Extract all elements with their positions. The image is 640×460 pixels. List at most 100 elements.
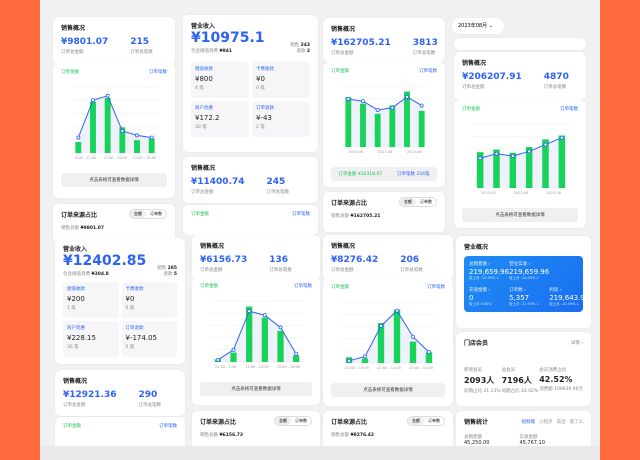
view-details-button[interactable]: 点击表格可查看数据详情 [331,383,445,397]
sales-total-label: 销售总额 [61,226,79,231]
seg-amount[interactable]: 金额 [130,210,146,218]
bar [389,105,396,147]
sales-overview-card: 销售概况 ¥9801.07 订单总金额 215 订单总笔数 [53,17,175,65]
legend-amount[interactable]: 订单金额 [63,424,81,429]
bar [261,317,268,362]
sales-n: 285 [167,266,177,271]
x-tick-label: 2023-08 [546,191,561,195]
stats-tab[interactable]: 视频端 [521,419,536,425]
seg-amount[interactable]: 金额 [400,198,416,206]
line-point [215,357,220,362]
bar [345,97,352,147]
legend-count[interactable]: 订单笔数 [427,285,445,290]
details-link[interactable]: 详情 › [570,341,583,346]
seg-count[interactable]: 订单数 [428,418,440,423]
refund-n: 5 [173,272,177,277]
chart-card: 订单金额 订单笔数 21:00 - 13:00 11:00 - 12:00 13:00… [323,278,453,406]
seg-amount[interactable]: 金额 [275,417,291,425]
count-line [480,137,563,159]
card-title: 订单来源占比 [331,419,368,426]
business-metric[interactable]: 充值金额 › 0 较上月 0.00% [469,287,509,307]
revenue-total: ¥12402.85 [63,253,147,269]
card-title: 订单来源占比 [61,212,98,219]
seg-count[interactable]: 订单数 [295,418,307,423]
order-count: 206 [400,255,420,265]
business-metric[interactable]: 订单数 › 5,357 较上月 -11.53% ↓ [509,287,549,307]
legend-amount[interactable]: 订单金额 [61,70,79,75]
bar [104,98,111,153]
cell-value: ¥-174.05 [125,334,157,342]
x-tick-label: 21:00 - 7:00 [215,365,236,369]
legend-amount[interactable]: 订单金额 [200,284,218,289]
card-title: 销售概况 [61,25,86,32]
business-metric[interactable]: 利润 › 219,643.96 较上月 -10.49% ↓ [549,287,589,307]
legend-count[interactable]: 订单笔数 [292,212,310,217]
seg-amount[interactable]: 金额 [408,417,424,425]
cell-value: ¥0 [256,75,265,83]
legend-count[interactable]: 订单笔数 [560,107,578,112]
revenue-card: 营业收入 ¥12402.85 包含储值消费 ¥304.8 销售 285 退款 5 储… [55,238,185,364]
seg-count[interactable]: 订单数 [420,199,432,204]
line-point [360,99,365,104]
card-title: 销售概况 [331,26,356,33]
bar [542,139,549,188]
bar [377,322,385,363]
member-metric: 新增会员 2093人 同期占比 41.13% [464,365,501,394]
business-metric[interactable]: 营业实收 › 219,659.96 较上月 -10.49% ↓ [509,261,549,281]
stats-tab[interactable]: 饿了么 [569,419,584,425]
chart-card: 订单金额 订单笔数 2023-08 2023-08 2023-08 订单金额 ¥103… [323,62,445,187]
view-details-button[interactable]: 点击表格可查看数据详情 [462,208,578,222]
legend-count[interactable]: 订单笔数 [149,70,167,75]
cell-value: ¥200 [67,295,85,303]
business-metrics: 总销售额 › 219,659.96 较上月 -10.49% ↓ 营业实收 › 219,6… [464,256,589,312]
seg-count[interactable]: 订单数 [150,211,162,216]
revenue-cell: 卡费收款 ¥0 0 笔 [252,62,310,98]
bar [493,149,500,188]
legend-amount[interactable]: 订单金额 [331,285,349,290]
card-title: 销售概况 [331,243,356,250]
sales-overview-card: 销售概况 ¥8276.42 订单总金额 206 订单总笔数 [323,235,453,281]
segment-toggle[interactable]: 金额 订单数 [274,416,312,426]
legend-amount[interactable]: 订单金额 [462,107,480,112]
business-metric[interactable]: 总销售额 › 219,659.96 较上月 -10.49% ↓ [469,261,509,281]
bar [409,341,417,363]
legend-count[interactable]: 订单笔数 [419,69,437,74]
dashboard-collage: 销售概况 ¥9801.07 订单总金额 215 订单总笔数 订单金额 订单笔数 9:0… [40,0,600,460]
stats-tab[interactable]: 美团 [556,419,566,425]
line-point [363,354,368,359]
bar [134,140,140,153]
line-point [543,142,548,147]
view-details-button[interactable]: 点击表格可查看数据详情 [200,382,312,396]
sales-overview-card: 销售概况 ¥162705.21 订单总金额 3813 订单总笔数 [323,18,445,62]
line-point [478,156,483,161]
metric-label: 利润 › [549,288,562,293]
x-tick-label: 17:00 - 19:00 [132,156,156,160]
cell-count: 1 笔 [67,306,76,311]
sales-total-value: ¥8276.42 [350,433,375,438]
revenue-cell: 储值收款 ¥200 1 笔 [63,282,119,318]
metric-value: 2093人 [464,376,495,385]
segment-toggle[interactable]: 金额 订单数 [407,416,445,426]
segment-toggle[interactable]: 金额 订单数 [399,197,437,207]
legend-count[interactable]: 订单笔数 [294,284,312,289]
bottom-strip [40,446,600,460]
stats-tab[interactable]: 小程序 [539,419,553,425]
legend-amount[interactable]: 订单金额 [331,69,349,74]
bar [558,135,566,188]
legend-amount[interactable]: 订单金额 [191,212,209,217]
line-area [480,137,562,188]
sales-overview-card: 销售概况 ¥206207.91 订单总金额 4870 订单总笔数 [454,52,586,100]
legend-count[interactable]: 订单笔数 [159,424,177,429]
order-count-label: 订单总笔数 [269,268,292,273]
segment-toggle[interactable]: 金额 订单数 [129,209,167,219]
cell-value: ¥800 [195,75,213,83]
metric-label: 新增会员 [464,368,482,373]
card-title: 营业收入 [63,246,88,253]
view-details-button[interactable]: 点击表格可查看数据详情 [61,173,167,187]
card-title: 销售概况 [191,165,216,172]
order-count: 290 [138,390,158,400]
fee-value: ¥941 [219,49,232,54]
month-select[interactable]: 2023年08月 ⌄ [452,18,504,34]
cell-label: 商户优惠 [195,106,213,111]
revenue-cell: 卡费收款 ¥0 0 笔 [121,282,177,318]
